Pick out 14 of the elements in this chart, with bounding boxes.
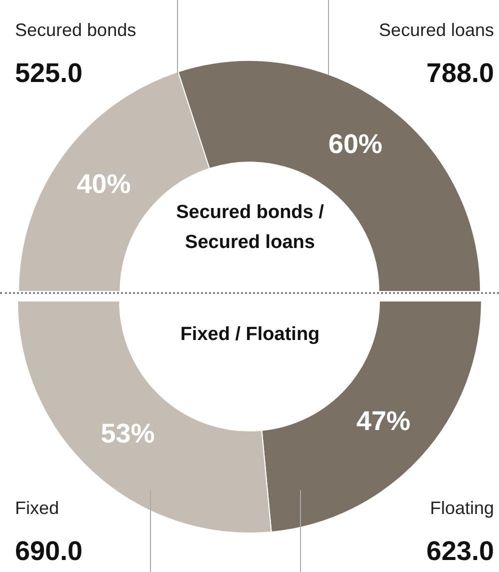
slice-label: Fixed [15, 498, 60, 519]
slice-label: Floating [430, 498, 494, 519]
text: 788.0 [426, 58, 494, 89]
text: Fixed / Floating [179, 323, 321, 347]
data-label: 60% [328, 129, 382, 160]
data-label: 47% [356, 406, 410, 436]
text: 525.0 [15, 58, 83, 89]
data-label: 40% [76, 169, 131, 200]
slice-label: Secured loans [378, 20, 494, 41]
text: 690.0 [15, 536, 83, 567]
data-label: 53% [100, 418, 155, 448]
text: Secured bonds / Secured loans [175, 201, 325, 255]
text: 623.0 [426, 536, 494, 567]
slice-label: Secured bonds [15, 20, 136, 41]
